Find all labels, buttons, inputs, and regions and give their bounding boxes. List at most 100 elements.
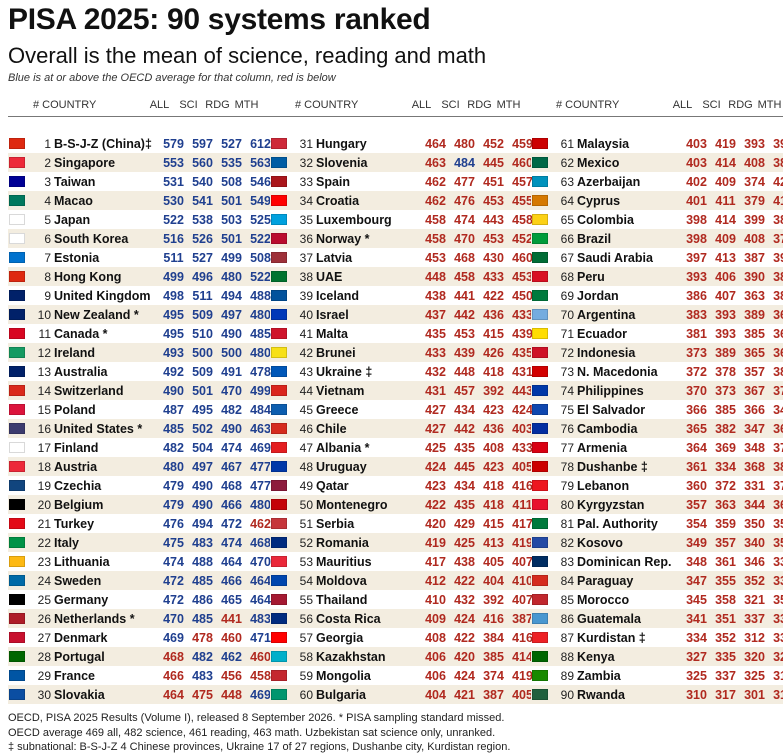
country-name-cell: Guatemala xyxy=(577,611,641,626)
score-rdg-cell: 482 xyxy=(221,402,242,417)
score-rdg-cell: 347 xyxy=(744,421,765,436)
score-sci-cell: 485 xyxy=(192,573,213,588)
flag-icon xyxy=(532,385,548,396)
rank-cell: 81 xyxy=(560,516,574,531)
score-rdg-cell: 453 xyxy=(483,193,504,208)
score-mth-cell: 460 xyxy=(512,250,533,265)
score-rdg-cell: 350 xyxy=(744,516,765,531)
score-mth-cell: 424 xyxy=(512,402,533,417)
country-name-cell: Azerbaijan xyxy=(577,174,641,189)
flag-icon xyxy=(271,499,287,510)
score-all-cell: 397 xyxy=(686,250,707,265)
table-row: 17 Finland 482 504 474 469 xyxy=(8,438,275,457)
table-row: 3 Taiwan 531 540 508 546 xyxy=(8,172,275,191)
header-country: # COUNTRY xyxy=(33,99,97,111)
score-sci-cell: 439 xyxy=(454,345,475,360)
rank-cell: 40 xyxy=(299,307,313,322)
score-rdg-cell: 490 xyxy=(221,421,242,436)
score-rdg-cell: 451 xyxy=(483,174,504,189)
flag-icon xyxy=(271,157,287,168)
rank-cell: 41 xyxy=(299,326,313,341)
score-rdg-cell: 418 xyxy=(483,497,504,512)
flag-icon xyxy=(532,594,548,605)
score-all-cell: 493 xyxy=(163,345,184,360)
rank-cell: 48 xyxy=(299,459,313,474)
score-all-cell: 468 xyxy=(163,649,184,664)
score-sci-cell: 484 xyxy=(454,155,475,170)
score-mth-cell: 339 xyxy=(773,630,783,645)
score-all-cell: 492 xyxy=(163,364,184,379)
score-sci-cell: 480 xyxy=(454,136,475,151)
country-name-cell: Denmark xyxy=(54,630,108,645)
flag-icon xyxy=(532,499,548,510)
flag-icon xyxy=(271,518,287,529)
table-header: # COUNTRY ALL SCI RDG MTH xyxy=(8,97,275,117)
score-mth-cell: 488 xyxy=(250,288,271,303)
flag-icon xyxy=(532,404,548,415)
score-mth-cell: 411 xyxy=(512,497,533,512)
score-mth-cell: 367 xyxy=(773,307,783,322)
score-sci-cell: 468 xyxy=(454,250,475,265)
rank-cell: 28 xyxy=(37,649,51,664)
footer-line-1: OECD, PISA 2025 Results (Volume I), rele… xyxy=(8,712,505,724)
rank-cell: 66 xyxy=(560,231,574,246)
score-rdg-cell: 468 xyxy=(221,478,242,493)
country-name-cell: Malaysia xyxy=(577,136,630,151)
score-all-cell: 463 xyxy=(425,155,446,170)
ranking-table-1: # COUNTRY ALL SCI RDG MTH 1 B-S-J-Z (China)‡ 57… xyxy=(8,97,275,704)
score-mth-cell: 382 xyxy=(773,459,783,474)
rank-cell: 22 xyxy=(37,535,51,550)
score-sci-cell: 434 xyxy=(454,478,475,493)
score-all-cell: 522 xyxy=(163,212,184,227)
rank-cell: 30 xyxy=(37,687,51,702)
table-row: 52 Romania 419 425 413 419 xyxy=(270,533,537,552)
country-name-cell: Uruguay xyxy=(316,459,367,474)
score-sci-cell: 359 xyxy=(715,516,736,531)
flag-icon xyxy=(271,575,287,586)
score-sci-cell: 540 xyxy=(192,174,213,189)
score-all-cell: 334 xyxy=(686,630,707,645)
country-name-cell: Dushanbe ‡ xyxy=(577,459,648,474)
flag-icon xyxy=(532,328,548,339)
table-row: 9 United Kingdom 498 511 494 488 xyxy=(8,286,275,305)
score-rdg-cell: 452 xyxy=(483,136,504,151)
score-rdg-cell: 462 xyxy=(221,649,242,664)
score-sci-cell: 445 xyxy=(454,459,475,474)
score-sci-cell: 438 xyxy=(454,554,475,569)
table-row: 59 Mongolia 406 424 374 419 xyxy=(270,666,537,685)
flag-icon xyxy=(9,252,25,263)
flag-icon xyxy=(9,594,25,605)
score-all-cell: 366 xyxy=(686,402,707,417)
rank-cell: 13 xyxy=(37,364,51,379)
flag-icon xyxy=(271,594,287,605)
score-all-cell: 435 xyxy=(425,326,446,341)
country-name-cell: Malta xyxy=(316,326,348,341)
score-rdg-cell: 423 xyxy=(483,459,504,474)
flag-icon xyxy=(271,651,287,662)
table-row: 28 Portugal 468 482 462 460 xyxy=(8,647,275,666)
score-sci-cell: 351 xyxy=(715,611,736,626)
score-sci-cell: 500 xyxy=(192,345,213,360)
score-rdg-cell: 418 xyxy=(483,478,504,493)
rank-cell: 18 xyxy=(37,459,51,474)
flag-icon xyxy=(271,632,287,643)
flag-icon xyxy=(9,670,25,681)
country-name-cell: Romania xyxy=(316,535,369,550)
score-rdg-cell: 346 xyxy=(744,554,765,569)
table-row: 36 Norway * 458 470 453 452 xyxy=(270,229,537,248)
score-rdg-cell: 474 xyxy=(221,535,242,550)
score-all-cell: 398 xyxy=(686,212,707,227)
score-all-cell: 425 xyxy=(425,440,446,455)
rank-cell: 61 xyxy=(560,136,574,151)
score-mth-cell: 407 xyxy=(512,592,533,607)
table-row: 47 Albania * 425 435 408 433 xyxy=(270,438,537,457)
score-sci-cell: 358 xyxy=(715,592,736,607)
score-mth-cell: 382 xyxy=(773,269,783,284)
score-rdg-cell: 423 xyxy=(483,402,504,417)
country-name-cell: Turkey xyxy=(54,516,95,531)
